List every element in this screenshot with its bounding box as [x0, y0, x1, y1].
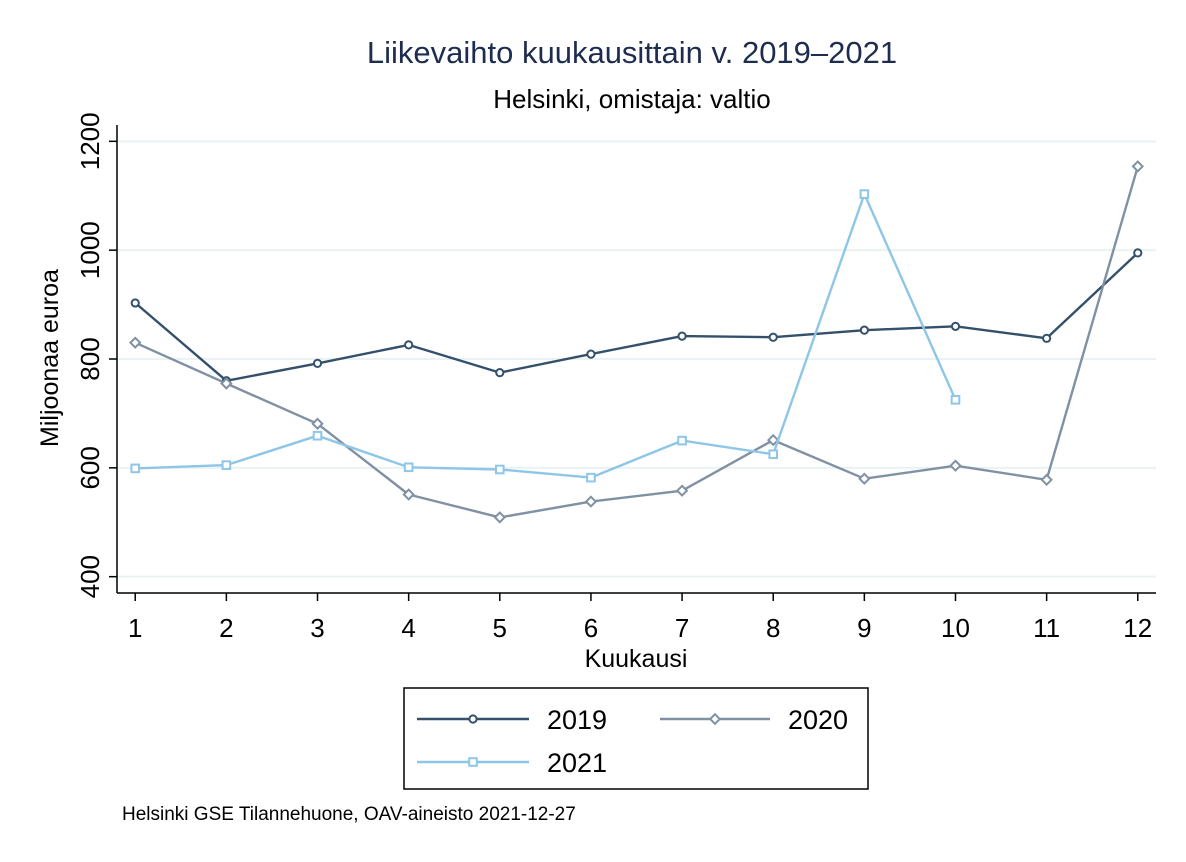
data-point-2020 [311, 417, 324, 430]
data-point-2021 [677, 435, 687, 446]
data-point-2021 [768, 449, 779, 460]
series-group [129, 160, 1144, 524]
x-tick-label: 5 [493, 613, 507, 643]
data-point-2020 [129, 336, 142, 349]
legend-marker-2021 [468, 757, 478, 767]
series-line-2021 [135, 192, 957, 479]
data-point-2021 [950, 395, 961, 405]
data-point-2019 [677, 331, 687, 341]
series-line-2019 [134, 252, 1139, 382]
data-point-2021 [312, 430, 323, 441]
data-point-2019 [859, 325, 869, 335]
legend-box [403, 687, 869, 790]
data-point-2020 [220, 377, 233, 390]
source-note: Helsinki GSE Tilannehuone, OAV-aineisto … [122, 804, 576, 825]
data-point-2021 [221, 460, 232, 470]
x-tick-label: 12 [1123, 613, 1152, 643]
chart-title: Liikevaihto kuukausittain v. 2019–2021 [367, 35, 897, 70]
legend-label-2020: 2020 [788, 705, 848, 735]
data-point-2021 [403, 462, 414, 473]
legend-marker-2020 [708, 712, 722, 726]
y-axis-label: Miljoonaa euroa [36, 269, 64, 447]
y-tick-label: 800 [75, 337, 105, 380]
x-tick-label: 4 [401, 613, 415, 643]
y-ticks: 400 600 800 1000 1200 [75, 112, 117, 598]
x-tick-label: 7 [675, 613, 689, 643]
data-point-2020 [1131, 160, 1144, 173]
y-tick-label: 400 [75, 555, 105, 598]
chart-subtitle: Helsinki, omistaja: valtio [493, 84, 770, 114]
data-point-2019 [768, 332, 778, 342]
data-point-2020 [766, 433, 780, 447]
data-point-2019 [495, 368, 505, 378]
data-point-2020 [858, 472, 871, 485]
x-tick-label: 10 [941, 613, 970, 643]
data-point-2019 [586, 349, 596, 359]
data-point-2021 [586, 472, 596, 483]
grid-lines [117, 140, 1156, 578]
data-point-2020 [493, 511, 507, 524]
data-point-2019 [130, 298, 140, 308]
series-2020 [129, 160, 1144, 524]
x-tick-label: 3 [310, 613, 324, 643]
legend-label-2021: 2021 [547, 748, 607, 778]
x-tick-label: 8 [766, 613, 780, 643]
data-point-2019 [312, 358, 323, 368]
legend-label-2019: 2019 [547, 705, 607, 735]
legend: 2019 2020 2021 [417, 705, 848, 778]
y-tick-label: 600 [75, 446, 105, 489]
y-tick-label: 1000 [75, 221, 105, 279]
data-point-2021 [859, 189, 870, 199]
legend-marker-2019 [468, 714, 478, 724]
x-tick-label: 9 [857, 613, 871, 643]
x-tick-label: 1 [128, 613, 142, 643]
x-tick-label: 6 [584, 613, 598, 643]
data-point-2021 [130, 463, 141, 474]
data-point-2019 [1042, 333, 1052, 343]
data-point-2021 [494, 464, 505, 475]
x-tick-label: 2 [219, 613, 233, 643]
series-2021 [130, 189, 961, 483]
x-tick-label: 11 [1033, 613, 1060, 643]
x-axis-label: Kuukausi [585, 645, 688, 673]
series-line-2020 [134, 166, 1139, 519]
data-point-2020 [949, 459, 962, 472]
y-tick-label: 1200 [75, 112, 105, 170]
x-ticks: 1 2 3 4 5 6 7 8 9 10 11 12 [128, 593, 1152, 643]
data-point-2020 [584, 495, 598, 508]
data-point-2020 [1040, 473, 1053, 487]
data-point-2019 [404, 340, 414, 350]
data-point-2020 [402, 488, 415, 501]
data-point-2020 [675, 484, 689, 497]
data-point-2019 [950, 321, 961, 331]
data-point-2019 [1133, 248, 1143, 258]
